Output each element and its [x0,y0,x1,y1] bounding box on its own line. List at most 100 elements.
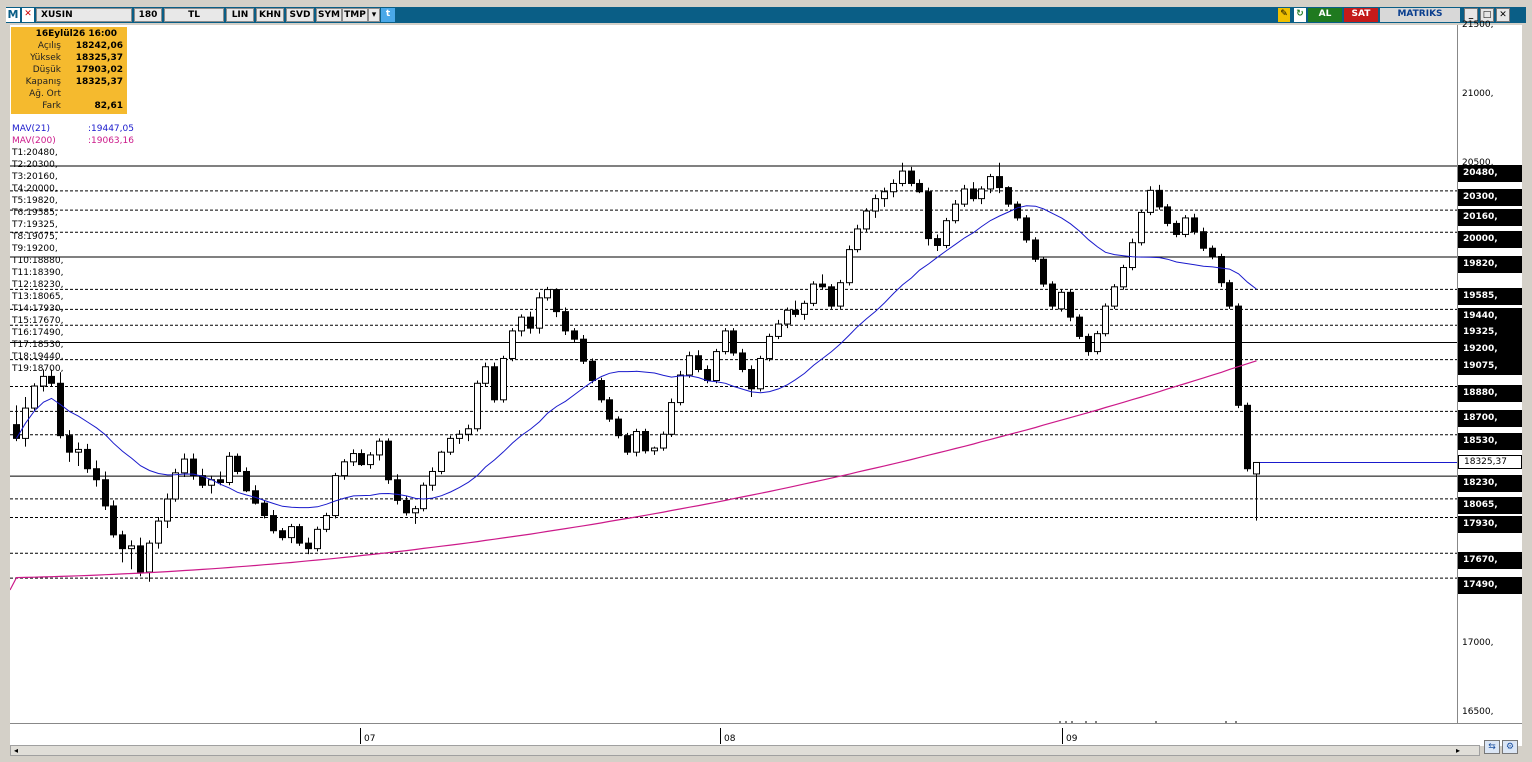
symbols-button[interactable]: SYM [316,8,342,22]
candle-down [1040,258,1047,285]
candle-up [420,484,427,510]
close-window-icon[interactable]: ✕ [1496,8,1510,22]
candle-down [57,382,64,437]
legend-mav200: MAV(200):19063,16 [12,136,134,146]
info-row-open: Açılış 18242,06 [13,41,125,53]
template-dropdown-icon[interactable]: ▾ [368,8,380,22]
candle-down [66,435,73,453]
candle-up [1094,333,1101,353]
candle-up [633,431,640,453]
candle-up [31,385,38,409]
candle-up [651,447,658,452]
low-value: 17903,02 [75,65,123,75]
candle-down [403,499,410,514]
refresh-icon[interactable]: ↻ [1294,8,1306,22]
price-plot-area[interactable] [10,25,1458,723]
maximize-icon[interactable]: □ [1480,8,1494,22]
twitter-icon[interactable]: t [381,8,395,22]
settings-icon[interactable]: ⚙ [1502,740,1518,754]
level-tag: 19200, [1458,340,1522,358]
volume-button[interactable]: SVD [286,8,314,22]
level-label: T6:19585, [12,208,58,218]
currency-select[interactable]: TL [164,8,224,22]
candle-down [1014,203,1021,219]
candle-down [1049,283,1056,307]
scroll-left-icon[interactable]: ◂ [13,746,18,755]
candle-down [739,352,746,370]
info-date: 16Eylül26 16:00 [35,29,117,39]
level-label: T18:19440, [12,352,64,362]
candle-down [562,311,569,332]
info-row-wavg: Ağ. Ort [13,89,125,101]
candle-up [536,297,543,329]
candle-up [332,475,339,517]
candle-down [730,330,737,354]
candle-up [961,188,968,205]
level-tag: 18530, [1458,433,1522,451]
time-axis[interactable]: 07 08 09 [10,723,1522,746]
x-label-08: 08 [720,728,735,744]
level-tag: 20300, [1458,189,1522,207]
candle-down [84,448,91,470]
candles-button[interactable]: KHN [256,8,284,22]
price-axis[interactable]: 21500, 21000, 20500, 17000, 16500, 20480… [1458,20,1522,723]
candle-down [1023,217,1030,241]
candle-down [1076,316,1083,337]
candle-up [456,433,463,439]
candle-down [296,526,303,544]
candle-down [589,360,596,382]
linear-scale-button[interactable]: LIN [226,8,254,22]
candle-up [518,316,525,332]
mav21-line [16,205,1257,509]
candle-down [1218,256,1225,284]
symbol-input[interactable]: XUSIN [36,8,132,22]
level-tag: 17670, [1458,551,1522,569]
candle-down [1235,305,1242,406]
period-select[interactable]: 180 [134,8,162,22]
candle-down [491,366,498,401]
candle-up [172,472,179,500]
y-tick-21000: 21000, [1462,89,1494,99]
buy-button[interactable]: AL [1308,8,1342,22]
level-tag: 19585, [1458,287,1522,305]
candle-up [40,375,47,387]
candle-down [234,455,241,472]
legend-mav21-name: MAV(21) [12,124,50,134]
template-button[interactable]: TMP [342,8,368,22]
y-tick-21500: 21500, [1462,20,1494,30]
ohlc-info-box: 16Eylül26 16:00 Açılış 18242,06 Yüksek 183… [11,27,127,114]
horizontal-scrollbar[interactable]: ◂ ▸ [10,745,1480,756]
candle-up [412,508,419,514]
candle-down [1191,217,1198,233]
sell-button[interactable]: SAT [1344,8,1378,22]
candle-up [890,182,897,193]
level-label: T16:17490, [12,328,64,338]
level-label: T5:19820, [12,196,58,206]
close-symbol-icon[interactable]: ✕ [22,8,34,22]
candle-up [943,220,950,246]
high-value: 18325,37 [75,53,123,63]
scroll-right-icon[interactable]: ▸ [1455,746,1460,755]
candle-down [279,530,286,539]
level-tag: 17930, [1458,515,1522,533]
pencil-icon[interactable]: ✎ [1278,8,1290,22]
candle-down [199,475,206,486]
x-label-07: 07 [360,728,375,744]
candle-down [270,515,277,532]
candle-down [553,289,560,313]
zoom-icon[interactable]: ⇆ [1484,740,1500,754]
candle-down [615,418,622,437]
level-label: T3:20160, [12,172,58,182]
y-tick-16500: 16500, [1462,707,1494,717]
candle-up [713,351,720,382]
candle-down [916,182,923,193]
candle-down [527,316,534,329]
candle-down [261,502,268,517]
candle-up [863,210,870,230]
candle-down [394,479,401,501]
candle-down [934,238,941,246]
level-tag: 17490, [1458,576,1522,594]
candle-up [660,433,667,449]
candle-up [1147,189,1154,213]
minimize-icon[interactable]: _ [1464,8,1478,22]
